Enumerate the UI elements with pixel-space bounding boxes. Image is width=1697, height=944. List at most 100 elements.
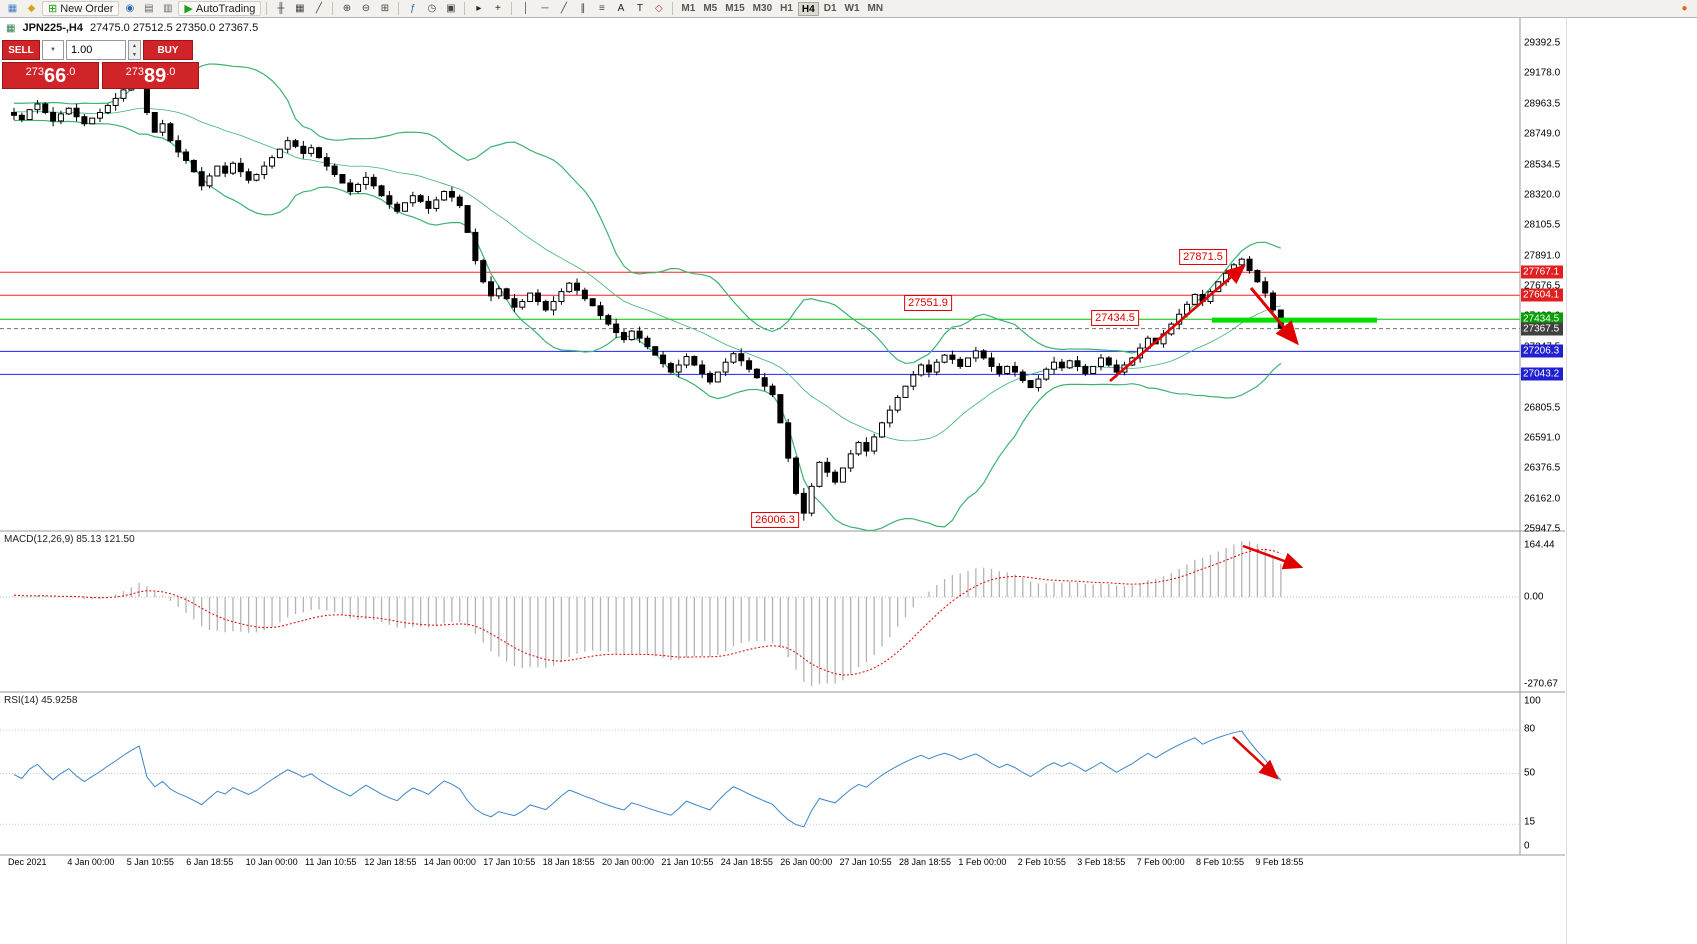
time-axis-label: 26 Jan 00:00 xyxy=(780,857,833,867)
templates-icon[interactable]: ▣ xyxy=(446,3,456,14)
cursor-icon[interactable]: ▸ xyxy=(476,3,482,14)
chart-header: ▦ JPN225-,H4 27475.0 27512.5 27350.0 273… xyxy=(6,22,258,34)
time-axis-label: 1 Feb 00:00 xyxy=(958,857,1007,867)
macd-panel[interactable] xyxy=(0,531,1520,692)
price-axis-label: 28534.5 xyxy=(1524,159,1561,170)
symbol-icon[interactable]: ◆ xyxy=(27,3,36,14)
price-axis-label: 25947.5 xyxy=(1524,523,1561,535)
stepper-down-icon[interactable]: ▼ xyxy=(132,51,137,58)
timeframe-button-h4[interactable]: H4 xyxy=(797,1,819,16)
toolbar-separator xyxy=(464,2,466,15)
price-callout[interactable]: 27871.5 xyxy=(1179,249,1227,265)
chart-icon[interactable]: ▦ xyxy=(7,3,18,14)
price-callout[interactable]: 27551.9 xyxy=(904,295,952,311)
sell-price-display[interactable]: 273 66.0 xyxy=(2,62,99,89)
macd-axis-label: 164.44 xyxy=(1524,539,1555,551)
buy-price-display[interactable]: 273 89.0 xyxy=(102,62,199,89)
zoom-out-icon[interactable]: ⊖ xyxy=(361,3,371,14)
main-chart-panel[interactable] xyxy=(0,18,1520,531)
timeframe-button-mn[interactable]: MN xyxy=(867,2,884,14)
autotrading-button[interactable]: ▶ AutoTrading xyxy=(178,1,262,16)
chart-ohlc-values: 27475.0 27512.5 27350.0 27367.5 xyxy=(90,22,259,34)
rsi-panel[interactable] xyxy=(0,692,1520,855)
timeframe-button-m5[interactable]: M5 xyxy=(703,2,718,14)
sell-button[interactable]: SELL xyxy=(2,40,40,60)
bar-chart-icon[interactable]: ╫ xyxy=(277,3,285,14)
buy-button[interactable]: BUY xyxy=(143,40,193,60)
time-axis-label: 2 Feb 10:55 xyxy=(1017,857,1066,867)
timeframe-button-m1[interactable]: M1 xyxy=(681,2,696,14)
tile-windows-icon[interactable]: ⊞ xyxy=(380,3,390,14)
time-axis-label: 12 Jan 18:55 xyxy=(364,857,417,867)
timeframe-button-w1[interactable]: W1 xyxy=(844,2,860,14)
price-tag: 27604.1 xyxy=(1521,288,1563,302)
new-order-button-icon: ⊞ xyxy=(48,3,58,15)
time-axis-label: 8 Feb 10:55 xyxy=(1196,857,1245,867)
vertical-line-icon[interactable]: │ xyxy=(522,3,530,14)
time-axis-label: 27 Jan 10:55 xyxy=(839,857,892,867)
shapes-icon[interactable]: ◇ xyxy=(655,3,663,14)
trendline-icon[interactable]: ╱ xyxy=(560,3,567,14)
price-tag: 27767.1 xyxy=(1521,265,1563,279)
price-callout[interactable]: 27434.5 xyxy=(1091,310,1139,326)
buy-price-prefix: 273 xyxy=(125,66,144,78)
buy-price-fraction: .0 xyxy=(166,66,176,78)
crosshair-icon[interactable]: + xyxy=(494,3,501,14)
indicators-icon[interactable]: ƒ xyxy=(410,3,416,14)
time-axis-label: 24 Jan 18:55 xyxy=(720,857,773,867)
right-empty-area xyxy=(1566,18,1697,944)
timeframe-button-m30[interactable]: M30 xyxy=(752,2,773,14)
chart-symbol-label: JPN225-,H4 xyxy=(22,22,83,34)
time-axis-label: 20 Jan 00:00 xyxy=(602,857,655,867)
timeframe-button-d1[interactable]: D1 xyxy=(823,2,837,14)
alert-icon[interactable]: ● xyxy=(1681,3,1688,14)
new-order-button[interactable]: ⊞ New Order xyxy=(42,1,120,16)
text-icon[interactable]: A xyxy=(617,3,625,14)
data-window-icon[interactable]: ▤ xyxy=(144,3,154,14)
time-axis-label: 14 Jan 00:00 xyxy=(423,857,476,867)
buy-price-pips: 89 xyxy=(143,64,167,87)
market-watch-icon[interactable]: ◉ xyxy=(125,3,135,14)
price-axis-label: 28963.5 xyxy=(1524,98,1561,110)
channel-icon[interactable]: ∥ xyxy=(580,3,586,14)
time-axis-label: 5 Jan 10:55 xyxy=(126,857,174,867)
timeframe-button-m15[interactable]: M15 xyxy=(725,2,745,14)
time-axis-label: 9 Feb 18:55 xyxy=(1255,857,1304,867)
volume-stepper[interactable]: ▲ ▼ xyxy=(128,40,141,60)
sell-price-pips: 66 xyxy=(43,64,67,87)
new-order-button-label: New Order xyxy=(60,2,114,15)
candlestick-chart-icon[interactable]: ▦ xyxy=(295,3,305,14)
time-axis-label: 18 Jan 18:55 xyxy=(542,857,595,867)
autotrading-button-icon: ▶ xyxy=(184,3,193,15)
timeframe-button-h1[interactable]: H1 xyxy=(780,2,793,14)
volume-input[interactable] xyxy=(66,40,126,60)
stepper-up-icon[interactable]: ▲ xyxy=(132,42,137,49)
periods-icon[interactable]: ◷ xyxy=(427,3,437,14)
volume-dropdown[interactable]: ▼ xyxy=(42,40,64,60)
horizontal-line-icon[interactable]: ─ xyxy=(541,3,549,14)
time-axis-label: 17 Jan 10:55 xyxy=(483,857,536,867)
chevron-down-icon: ▼ xyxy=(50,47,56,53)
sell-price-fraction: .0 xyxy=(66,66,76,78)
price-callout[interactable]: 26006.3 xyxy=(751,512,799,528)
label-icon[interactable]: T xyxy=(636,3,643,14)
price-axis-label: 26162.0 xyxy=(1524,493,1561,505)
zoom-in-icon[interactable]: ⊕ xyxy=(342,3,352,14)
time-axis-label: 4 Jan 00:00 xyxy=(67,857,115,867)
rsi-label: RSI(14) 45.9258 xyxy=(4,695,78,706)
time-axis-label: 7 Feb 00:00 xyxy=(1136,857,1185,867)
price-tag: 27206.3 xyxy=(1521,344,1563,358)
macd-label: MACD(12,26,9) 85.13 121.50 xyxy=(4,534,135,545)
navigator-icon[interactable]: ▥ xyxy=(163,3,173,14)
toolbar-separator xyxy=(332,2,334,15)
rsi-axis-label: 50 xyxy=(1524,767,1536,779)
rsi-axis-label: 80 xyxy=(1524,723,1536,735)
price-axis-label: 29392.5 xyxy=(1524,37,1561,49)
line-chart-icon[interactable]: ╱ xyxy=(315,3,322,14)
macd-axis-label: 0.00 xyxy=(1524,591,1544,603)
fibonacci-icon[interactable]: ≡ xyxy=(598,3,605,14)
toolbar-separator xyxy=(266,2,268,15)
